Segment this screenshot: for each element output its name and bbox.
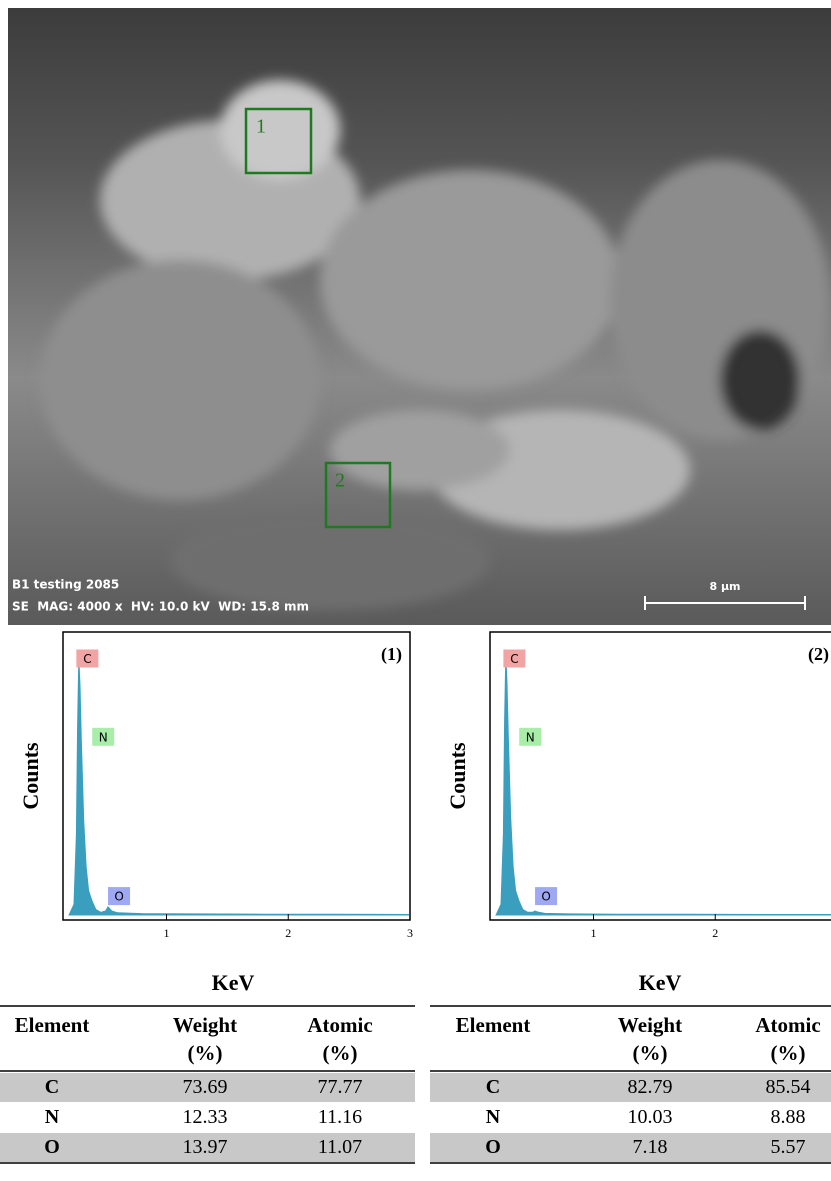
table-header: (%) (188, 1041, 223, 1065)
sem-image: 1 2 B1 testing 2085 SE MAG: 4000 x HV: 1… (8, 8, 831, 625)
table-cell: 5.57 (771, 1136, 806, 1158)
figure: 1 2 B1 testing 2085 SE MAG: 4000 x HV: 1… (0, 0, 831, 1181)
table-cell: C (486, 1076, 500, 1098)
table-cell: 11.16 (318, 1106, 362, 1128)
table-header: Element (456, 1013, 531, 1037)
table-cell: O (44, 1136, 60, 1158)
table-cell: 11.07 (318, 1136, 362, 1158)
y-axis-label: Counts (18, 742, 43, 810)
peak-label: C (510, 652, 518, 666)
x-axis-label: KeV (639, 970, 682, 995)
table-header: Weight (173, 1013, 237, 1037)
plot-frame (63, 632, 410, 920)
table-cell: N (45, 1106, 60, 1128)
x-tick-label: 1 (590, 926, 596, 940)
table-cell: 13.97 (183, 1136, 228, 1158)
peak-label: O (114, 890, 123, 904)
region-label: 1 (256, 116, 266, 138)
table-cell: 73.69 (183, 1076, 228, 1098)
x-tick-label: 2 (712, 926, 718, 940)
y-axis-label: Counts (445, 742, 470, 810)
table-cell: 82.79 (628, 1076, 673, 1098)
scale-bar-label: 8 µm (709, 580, 740, 593)
table-cell: 7.18 (633, 1136, 668, 1158)
table-header: Atomic (755, 1013, 820, 1037)
table-cell: O (485, 1136, 501, 1158)
x-axis-label: KeV (212, 970, 255, 995)
peak-label: C (83, 652, 91, 666)
panel-title: (1) (381, 644, 402, 665)
table-header: (%) (771, 1041, 806, 1065)
table-cell: N (486, 1106, 501, 1128)
peak-label: N (99, 730, 108, 744)
spectrum (496, 656, 831, 915)
table-header: Atomic (307, 1013, 372, 1037)
peak-label: O (541, 890, 550, 904)
table-cell: 85.54 (766, 1076, 811, 1098)
x-tick-label: 1 (163, 926, 169, 940)
panel-title: (2) (808, 644, 829, 665)
region-label: 2 (335, 470, 345, 492)
table-cell: 12.33 (183, 1106, 228, 1128)
x-tick-label: 3 (407, 926, 413, 940)
table-header: Weight (618, 1013, 682, 1037)
page: {"sem_image": {"caption": "B1 testing 20… (0, 0, 831, 1181)
table-cell: 77.77 (318, 1076, 363, 1098)
x-tick-label: 2 (285, 926, 291, 940)
table-header: Element (15, 1013, 90, 1037)
table-header: (%) (323, 1041, 358, 1065)
sem-parameters: SE MAG: 4000 x HV: 10.0 kV WD: 15.8 mm (12, 600, 309, 614)
sem-caption: B1 testing 2085 (12, 578, 119, 592)
table-header: (%) (633, 1041, 668, 1065)
plot-frame (490, 632, 831, 920)
peak-label: N (526, 730, 535, 744)
table-cell: 10.03 (628, 1106, 673, 1128)
table-cell: C (45, 1076, 59, 1098)
table-cell: 8.88 (771, 1106, 806, 1128)
spectrum (69, 659, 410, 916)
